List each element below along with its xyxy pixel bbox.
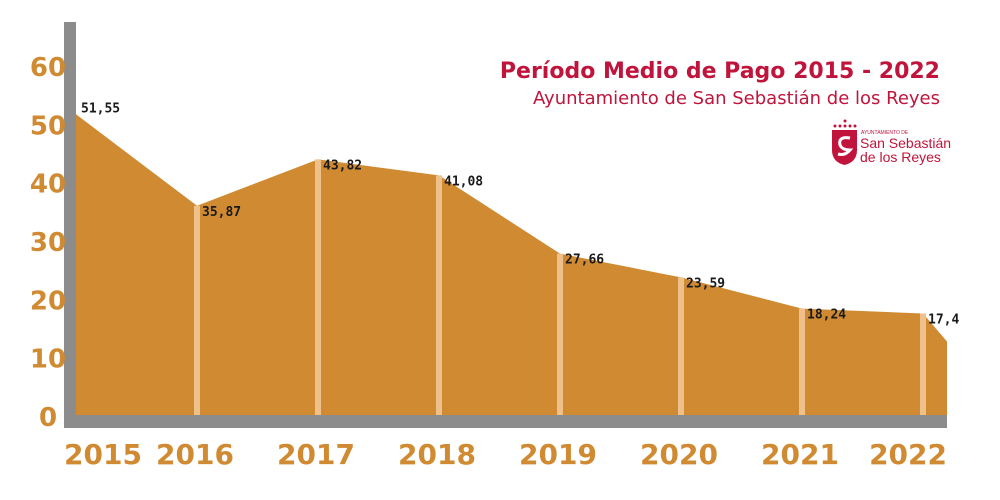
- data-label: 43,82: [323, 158, 362, 173]
- x-tick-label: 2021: [761, 438, 839, 471]
- year-line-2017: [315, 159, 321, 415]
- year-line-2022: [920, 313, 926, 415]
- year-line-2018: [436, 175, 442, 415]
- y-tick-label: 10: [30, 345, 66, 375]
- crown-icon: [833, 119, 857, 128]
- x-tick-label: 2018: [398, 438, 476, 471]
- data-label: 17,4: [928, 313, 959, 328]
- data-label: 23,59: [686, 276, 725, 291]
- y-tick-label: 20: [30, 286, 66, 316]
- logo-line2: de los Reyes: [860, 149, 941, 165]
- x-tick-label: 2022: [869, 438, 947, 471]
- y-tick-label: 0: [39, 403, 57, 433]
- x-tick-label: 2016: [156, 438, 234, 471]
- x-tick-label: 2019: [519, 438, 597, 471]
- y-tick-label: 40: [30, 170, 66, 200]
- x-tick-label: 2017: [277, 438, 355, 471]
- x-axis-bar: [64, 415, 947, 428]
- logo-line1: San Sebastián: [860, 135, 951, 151]
- year-line-2020: [678, 277, 684, 415]
- year-line-2021: [799, 308, 805, 415]
- data-label: 41,08: [444, 174, 483, 189]
- y-tick-label: 50: [30, 111, 66, 141]
- data-label: 18,24: [807, 308, 846, 323]
- x-tick-label: 2020: [640, 438, 718, 471]
- y-axis-bar: [64, 22, 76, 428]
- data-label: 27,66: [565, 253, 604, 268]
- shield-icon: [832, 130, 857, 165]
- data-label: 51,55: [81, 101, 120, 116]
- logo-small-text: AYUNTAMIENTO DE: [861, 130, 909, 136]
- year-line-2019: [557, 253, 563, 415]
- area-fill: [76, 114, 947, 416]
- y-tick-label: 30: [30, 228, 66, 258]
- x-tick-label: 2015: [64, 438, 142, 471]
- y-tick-label: 60: [30, 53, 66, 83]
- chart-subtitle: Ayuntamiento de San Sebastián de los Rey…: [533, 88, 940, 109]
- year-line-2016: [194, 205, 200, 415]
- logo: AYUNTAMIENTO DE San Sebastián de los Rey…: [832, 119, 951, 165]
- chart-title: Período Medio de Pago 2015 - 2022: [500, 59, 940, 84]
- data-label: 35,87: [202, 205, 241, 220]
